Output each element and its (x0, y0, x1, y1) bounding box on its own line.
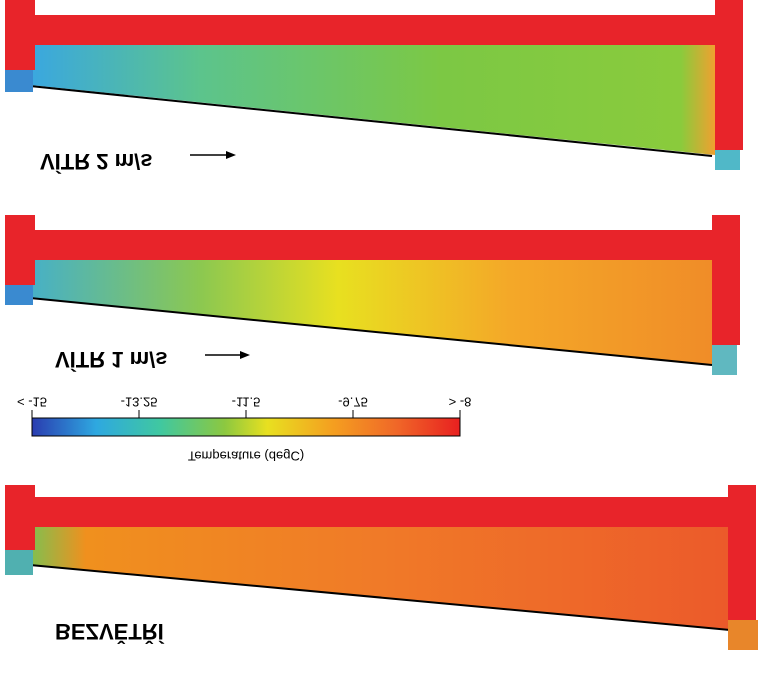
column (715, 0, 743, 150)
column-base (5, 70, 33, 92)
colorbar-tick-label: > -8 (449, 395, 472, 410)
colorbar-tick-label: < -15 (17, 395, 47, 410)
panel-label: VÍTR 2 m/s (40, 149, 152, 174)
colorbar: Temperature (degC) < -15 -13.25 -11.5 -9.75… (17, 395, 471, 464)
roof-line (29, 297, 713, 366)
column-base (5, 285, 33, 305)
column (5, 215, 35, 285)
colorbar-tick-label: -11.5 (232, 395, 261, 410)
panel: VÍTR 2 m/s (5, 0, 743, 174)
column-base (728, 620, 758, 650)
column (712, 215, 740, 345)
field (30, 527, 730, 630)
panel-label: VÍTR 1 m/s (55, 347, 167, 372)
panel: BEZVĚTŘÍ (5, 485, 758, 650)
column-base (5, 550, 33, 575)
colorbar-tick-label: -9.75 (338, 395, 368, 410)
beam (30, 15, 720, 45)
beam (30, 497, 730, 527)
field (30, 260, 715, 365)
panel: VÍTR 1 m/s (5, 215, 740, 375)
roof-line (29, 85, 713, 157)
beam (30, 230, 720, 260)
column-base (712, 345, 737, 375)
roof-line (29, 564, 731, 631)
column-base (715, 150, 740, 170)
column (5, 485, 35, 550)
arrow-head (226, 151, 236, 159)
field (30, 45, 715, 155)
colorbar-tick-label: -13.25 (121, 395, 158, 410)
column (5, 0, 35, 70)
arrow-head (240, 351, 250, 359)
colorbar-scale (31, 417, 461, 437)
column (728, 485, 756, 620)
colorbar-title: Temperature (degC) (188, 449, 304, 464)
panel-label: BEZVĚTŘÍ (55, 619, 165, 644)
